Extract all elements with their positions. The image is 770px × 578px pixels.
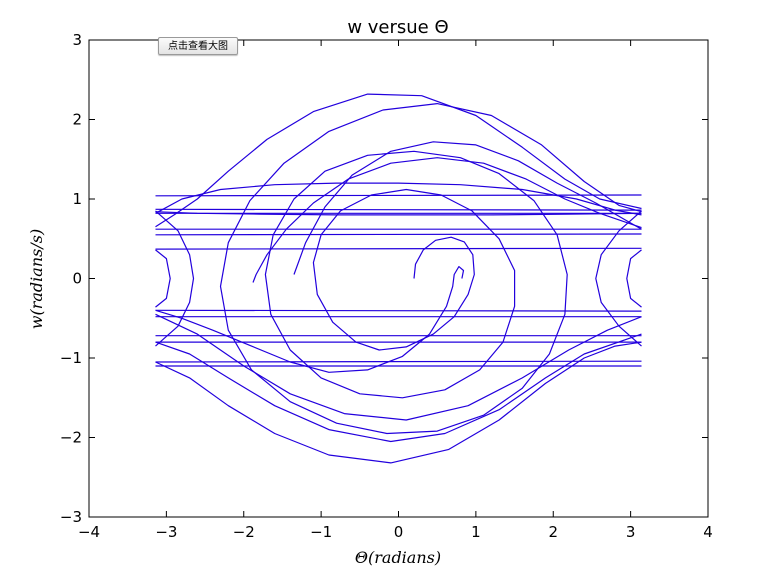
trajectory-line-18 (155, 233, 642, 236)
y-tick-labels: −3 −2 −1 0 1 2 3 (60, 31, 82, 526)
trajectory-line-12 (626, 249, 642, 308)
trajectory-line-8 (155, 333, 642, 443)
trajectory-line-2 (155, 182, 642, 216)
trajectory-line-24 (155, 360, 642, 363)
trajectory-line-11 (155, 210, 195, 347)
y-tick-label-4: 1 (72, 190, 82, 208)
y-tick-label-1: −2 (60, 429, 82, 447)
y-tick-label-6: 3 (72, 31, 82, 49)
trajectory-line-15 (155, 208, 642, 211)
y-tick-label-5: 2 (72, 111, 82, 129)
x-tick-label-0: −4 (78, 523, 100, 541)
trajectory-line-7 (155, 341, 642, 464)
x-tick-label-4: 0 (394, 523, 404, 541)
trajectory-line-4 (293, 141, 642, 275)
x-tick-label-7: 3 (626, 523, 636, 541)
trajectory-line-14 (155, 194, 642, 197)
y-axis-label: w(radians/s) (27, 229, 46, 329)
x-tick-label-2: −2 (233, 523, 255, 541)
x-tick-label-3: −1 (310, 523, 332, 541)
y-tick-label-3: 0 (72, 270, 82, 288)
x-tick-label-6: 2 (548, 523, 558, 541)
trajectory-line-10 (155, 249, 171, 308)
trajectory-line-20 (155, 309, 642, 312)
trajectory-line-6 (155, 93, 642, 228)
trajectory-line-9 (155, 313, 642, 421)
x-axis-label: Θ(radians) (355, 548, 441, 567)
view-large-image-button[interactable]: 点击查看大图 (158, 37, 238, 55)
trajectory-line-13 (595, 210, 642, 347)
x-tick-labels: −4 −3 −2 −1 0 1 2 3 4 (78, 523, 713, 541)
trajectory-line-0 (219, 102, 642, 435)
trajectory-line-19 (155, 247, 642, 250)
chart-title: w versue Θ (347, 17, 448, 38)
y-tick-label-2: −1 (60, 349, 82, 367)
y-tick-label-0: −3 (60, 508, 82, 526)
x-tick-label-5: 1 (471, 523, 481, 541)
x-tick-label-8: 4 (703, 523, 713, 541)
x-tick-label-1: −3 (155, 523, 177, 541)
trajectory-line-3 (252, 157, 642, 283)
